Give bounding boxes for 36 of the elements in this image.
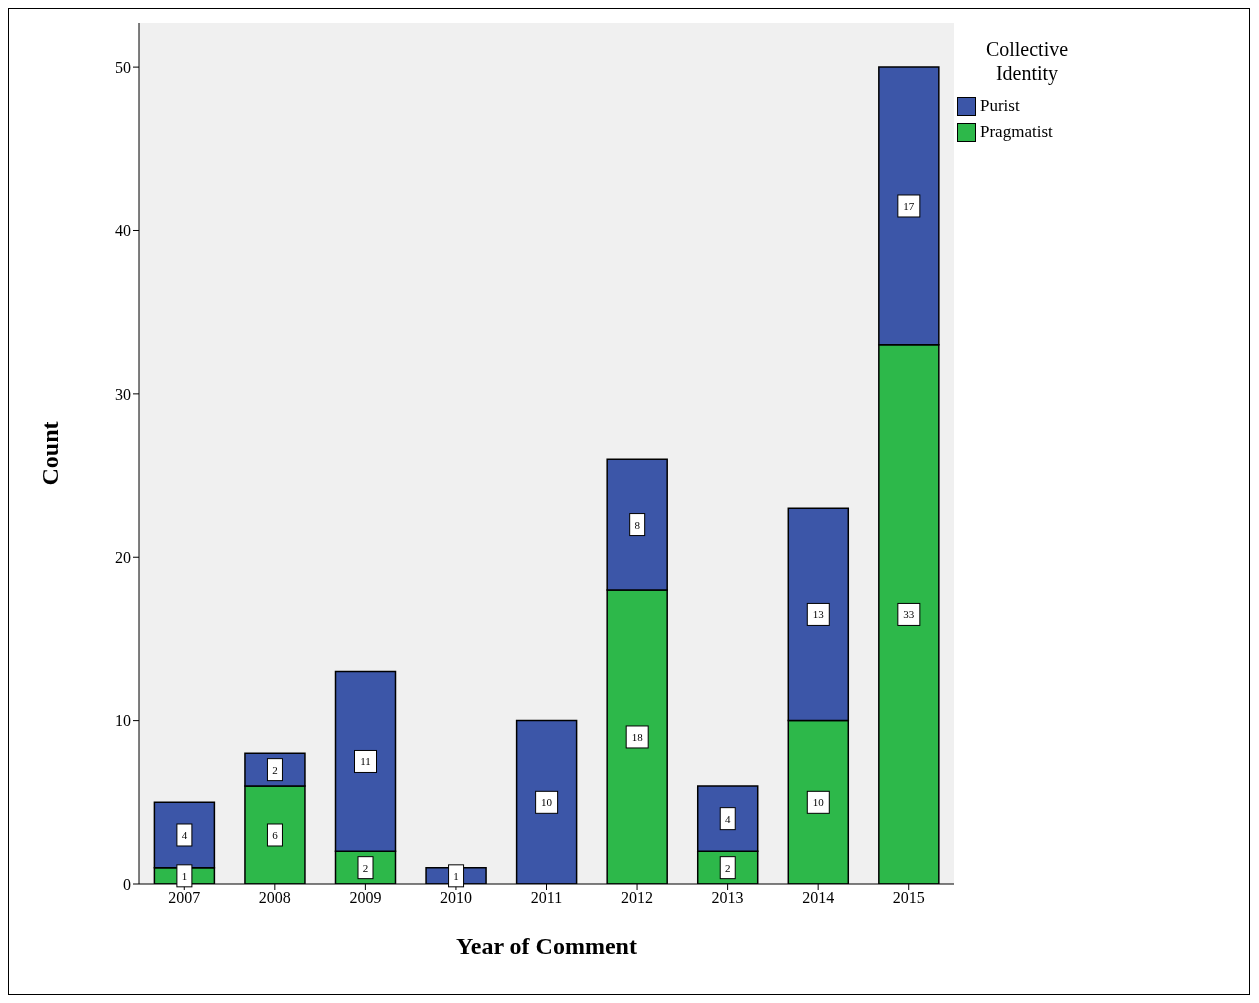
legend-title: Collective Identity bbox=[984, 37, 1070, 85]
y-axis-title: Count bbox=[36, 421, 63, 486]
legend-label: Pragmatist bbox=[980, 122, 1053, 142]
data-label: 10 bbox=[541, 796, 553, 809]
data-label: 11 bbox=[360, 755, 371, 768]
data-label: 18 bbox=[631, 730, 644, 743]
data-label: 4 bbox=[181, 828, 188, 841]
y-tick-label: 40 bbox=[115, 222, 131, 240]
data-label: 6 bbox=[272, 828, 279, 841]
x-tick-label: 2007 bbox=[168, 889, 201, 907]
x-axis-title: Year of Comment bbox=[456, 933, 637, 959]
x-tick-label: 2013 bbox=[711, 889, 744, 907]
y-tick-label: 50 bbox=[115, 58, 131, 76]
data-label: 2 bbox=[724, 861, 731, 874]
y-tick-label: 30 bbox=[115, 385, 131, 403]
data-label: 2 bbox=[272, 763, 278, 776]
data-label: 2 bbox=[362, 861, 369, 874]
x-tick-label: 2011 bbox=[530, 889, 563, 907]
data-label: 1 bbox=[453, 869, 459, 882]
x-tick-label: 2010 bbox=[439, 889, 472, 907]
data-label: 8 bbox=[634, 518, 641, 531]
legend-label: Purist bbox=[980, 96, 1020, 116]
y-tick-label: 20 bbox=[115, 548, 131, 566]
data-label: 10 bbox=[812, 796, 825, 809]
y-tick-label: 10 bbox=[115, 712, 131, 730]
data-label: 33 bbox=[903, 608, 915, 621]
x-tick-label: 2008 bbox=[258, 889, 291, 907]
data-label: 4 bbox=[724, 812, 731, 825]
x-tick-label: 2015 bbox=[892, 889, 925, 907]
data-label: 13 bbox=[812, 608, 825, 621]
data-label: 17 bbox=[903, 199, 915, 212]
x-tick-label: 2009 bbox=[349, 889, 382, 907]
x-tick-label: 2012 bbox=[621, 889, 654, 907]
y-tick-label: 0 bbox=[123, 875, 131, 893]
data-label: 1 bbox=[181, 869, 188, 882]
x-tick-label: 2014 bbox=[802, 889, 835, 907]
